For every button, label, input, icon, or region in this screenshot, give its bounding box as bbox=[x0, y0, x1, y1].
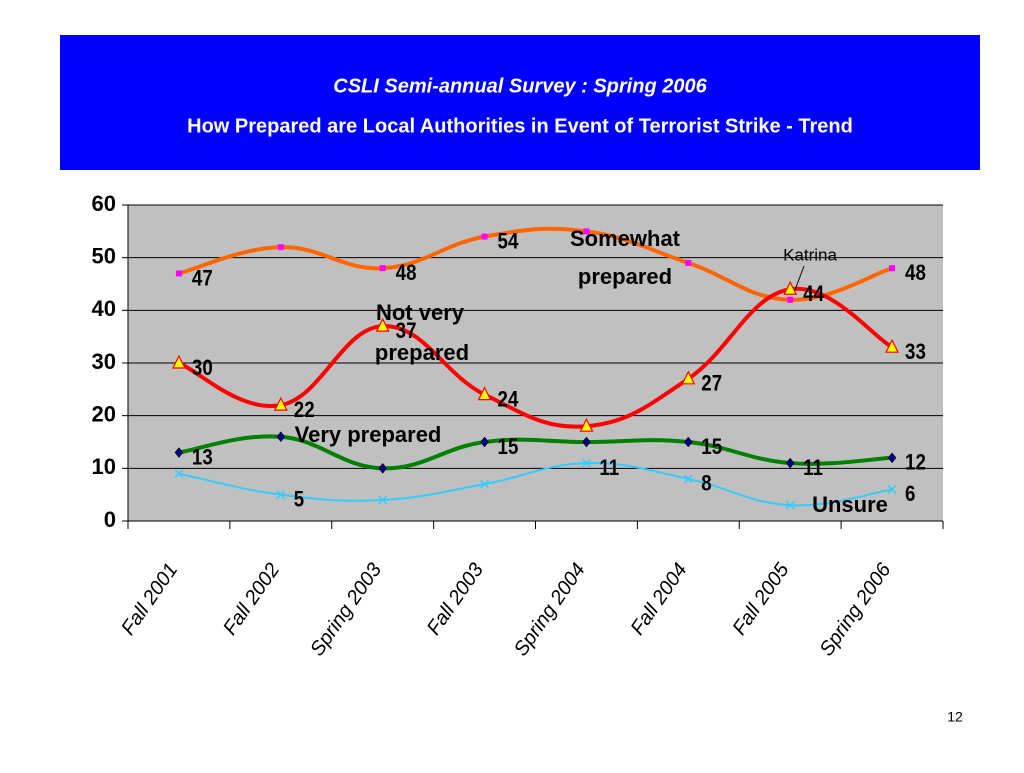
data-label: 15 bbox=[498, 435, 519, 459]
marker bbox=[685, 259, 692, 266]
marker bbox=[480, 436, 489, 448]
marker bbox=[681, 370, 696, 385]
annotation-pointer bbox=[794, 265, 805, 291]
marker bbox=[174, 469, 184, 479]
data-label: 48 bbox=[905, 262, 926, 286]
marker bbox=[785, 457, 795, 469]
y-tick-label: 30 bbox=[92, 349, 116, 374]
y-tick-label: 50 bbox=[92, 243, 116, 268]
marker bbox=[887, 452, 897, 464]
data-label: 24 bbox=[498, 388, 519, 412]
series-line bbox=[178, 462, 893, 507]
series-line bbox=[178, 286, 894, 429]
marker bbox=[175, 270, 182, 277]
marker bbox=[583, 228, 590, 235]
annotation: Katrina bbox=[783, 245, 837, 264]
page-number: 12 bbox=[947, 709, 963, 725]
data-label: 37 bbox=[396, 320, 417, 344]
series-name: Not very prepared bbox=[375, 300, 469, 365]
marker bbox=[579, 417, 594, 432]
series-line bbox=[178, 226, 893, 302]
marker bbox=[887, 484, 897, 494]
marker bbox=[477, 386, 492, 401]
x-tick-label: Fall 2003 bbox=[423, 559, 488, 639]
data-label: 12 bbox=[905, 451, 926, 475]
marker bbox=[174, 447, 184, 458]
data-label: 13 bbox=[192, 446, 213, 470]
data-label: 54 bbox=[498, 230, 519, 254]
x-tick-label: Fall 2002 bbox=[219, 559, 284, 639]
chart-title: CSLI Semi-annual Survey : Spring 2006 bbox=[333, 75, 707, 97]
marker bbox=[277, 244, 284, 251]
data-label: 6 bbox=[905, 483, 915, 507]
data-label: 30 bbox=[192, 356, 213, 380]
chart-subtitle: How Prepared are Local Authorities in Ev… bbox=[187, 115, 853, 137]
y-tick-label: 10 bbox=[92, 454, 116, 479]
y-tick-label: 20 bbox=[92, 401, 116, 426]
marker bbox=[378, 462, 388, 474]
marker bbox=[480, 479, 490, 489]
marker bbox=[885, 338, 900, 353]
data-label: 48 bbox=[396, 262, 417, 286]
y-tick-label: 60 bbox=[92, 191, 116, 216]
y-tick-label: 0 bbox=[104, 507, 116, 532]
x-tick-label: Fall 2004 bbox=[627, 559, 692, 639]
data-label: 47 bbox=[192, 267, 213, 291]
data-label: 8 bbox=[701, 472, 711, 496]
x-tick-label: Spring 2006 bbox=[816, 559, 896, 661]
data-label: 5 bbox=[294, 488, 304, 512]
series-name: Unsure bbox=[812, 492, 888, 517]
series-line bbox=[178, 434, 893, 471]
marker bbox=[889, 265, 896, 272]
x-tick-label: Fall 2005 bbox=[728, 559, 794, 640]
x-tick-label: Spring 2004 bbox=[510, 559, 590, 660]
marker bbox=[787, 296, 794, 303]
marker bbox=[783, 280, 798, 295]
marker bbox=[785, 500, 795, 510]
data-label: 11 bbox=[803, 457, 823, 481]
marker bbox=[481, 233, 488, 240]
series-name: Somewhat prepared bbox=[570, 226, 681, 289]
data-label: 33 bbox=[905, 341, 926, 365]
marker bbox=[379, 265, 386, 272]
marker bbox=[581, 458, 591, 468]
y-tick-label: 40 bbox=[92, 296, 116, 321]
data-label: 44 bbox=[803, 283, 824, 307]
marker bbox=[276, 431, 286, 443]
data-label: 11 bbox=[599, 457, 619, 481]
data-label: 15 bbox=[701, 435, 722, 459]
marker bbox=[276, 490, 286, 500]
data-label: 22 bbox=[294, 399, 315, 423]
marker bbox=[683, 474, 693, 484]
marker bbox=[375, 317, 390, 332]
marker bbox=[171, 354, 186, 369]
header-band bbox=[60, 35, 980, 170]
series-name: Very prepared bbox=[295, 422, 442, 447]
marker bbox=[273, 396, 288, 411]
marker bbox=[582, 436, 591, 448]
x-tick-label: Fall 2001 bbox=[117, 559, 182, 639]
marker bbox=[683, 436, 693, 448]
data-label: 27 bbox=[701, 372, 722, 396]
marker bbox=[378, 495, 388, 505]
x-tick-label: Spring 2003 bbox=[306, 559, 386, 660]
